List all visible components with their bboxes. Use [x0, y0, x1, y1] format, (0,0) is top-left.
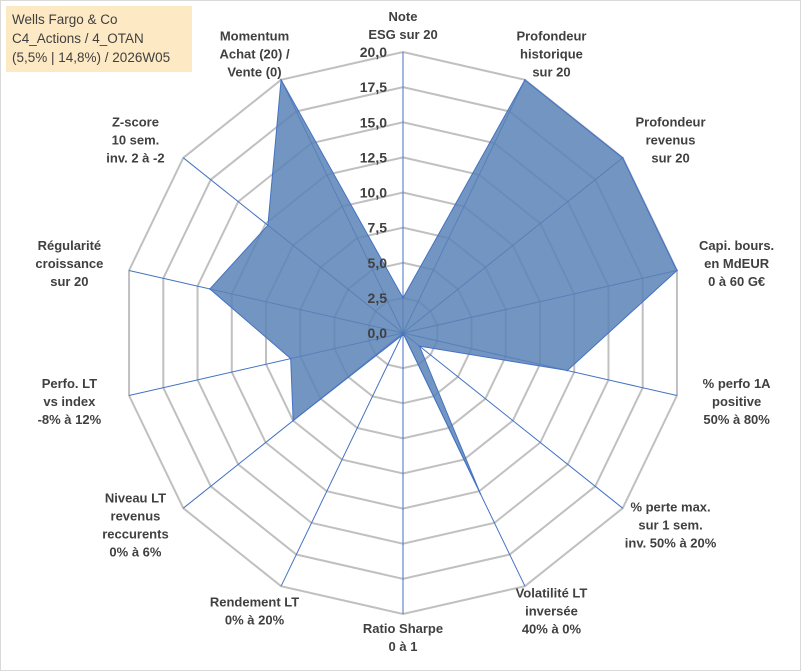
tick-label-4: 10,0 — [360, 185, 387, 201]
series-point-4 — [566, 369, 569, 372]
axis-label-7: Ratio Sharpe 0 à 1 — [363, 621, 443, 654]
tick-label-0: 0,0 — [368, 325, 388, 341]
axis-spoke-8 — [280, 332, 404, 587]
axis-label-4: % perfo 1A positive 50% à 80% — [703, 376, 772, 427]
axis-label-5: % perte max. sur 1 sem. inv. 50% à 20% — [625, 500, 717, 551]
axis-label-8: Rendement LT 0% à 20% — [210, 594, 299, 627]
axis-label-1: Profondeur historique sur 20 — [516, 29, 586, 80]
series-point-10 — [289, 357, 292, 360]
series-point-13 — [280, 79, 282, 81]
series-point-0 — [402, 297, 404, 299]
series-point-12 — [267, 224, 269, 227]
axis-label-10: Perfo. LT vs index -8% à 12% — [38, 376, 102, 427]
series-point-1 — [524, 79, 526, 81]
tick-label-5: 12,5 — [360, 149, 387, 165]
tick-label-2: 5,0 — [368, 255, 388, 271]
axis-label-3: Capi. bours. en MdEUR 0 à 60 G€ — [699, 238, 774, 289]
tick-label-1: 2,5 — [368, 290, 388, 306]
series-point-6 — [479, 492, 482, 495]
axis-label-11: Régularité croissance sur 20 — [35, 238, 103, 289]
series-point-2 — [621, 156, 624, 159]
tick-label-6: 15,0 — [360, 114, 387, 130]
radar-tick-labels: 0,0 2,5 5,0 7,5 10,0 12,5 15,0 17,5 20,0 — [360, 44, 387, 341]
series-point-5 — [418, 345, 421, 347]
radar-series — [209, 78, 678, 495]
series-point-9 — [292, 419, 294, 422]
axis-label-12: Z-score 10 sem. inv. 2 à -2 — [106, 114, 164, 165]
series-point-8 — [400, 334, 403, 337]
chart-title-period: (5,5% | 14,8%) / 2026W05 — [12, 50, 171, 65]
series-point-7 — [402, 332, 404, 334]
tick-label-8: 20,0 — [360, 44, 387, 60]
axis-spoke-5 — [402, 332, 624, 509]
axis-label-9: Niveau LT revenus reccurents 0% à 6% — [102, 491, 168, 560]
tick-label-7: 17,5 — [360, 79, 387, 95]
tick-label-3: 7,5 — [368, 220, 388, 236]
axis-label-13: Momentum Achat (20) / Vente (0) — [219, 29, 289, 80]
chart-title-company: Wells Fargo & Co — [12, 12, 118, 27]
chart-title-box: Wells Fargo & Co C4_Actions / 4_OTAN (5,… — [6, 6, 192, 72]
series-point-11 — [209, 288, 211, 290]
axis-label-2: Profondeur revenus sur 20 — [636, 114, 706, 165]
axis-label-0: Note ESG sur 20 — [368, 9, 437, 42]
series-point-3 — [676, 269, 678, 272]
radar-axis-labels: Note ESG sur 20 Profondeur historique sur 20… — [35, 9, 774, 654]
chart-title-category: C4_Actions / 4_OTAN — [12, 31, 144, 46]
axis-label-6: Volatilité LT inversée 40% à 0% — [516, 585, 588, 636]
